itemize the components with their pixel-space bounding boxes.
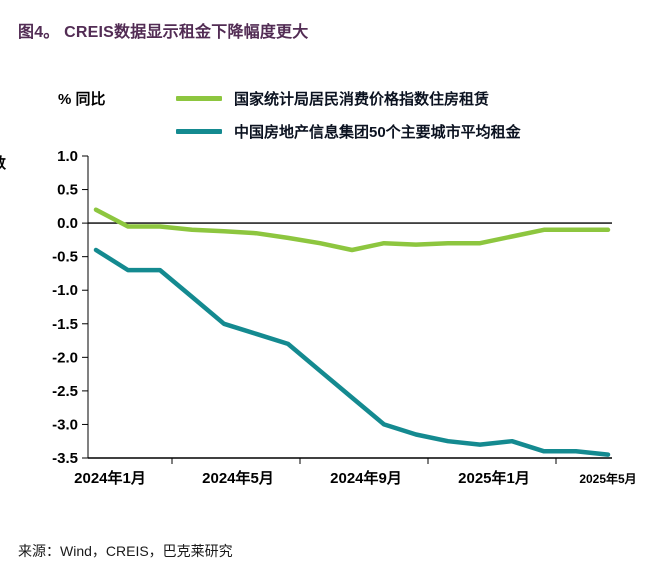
svg-text:1.0: 1.0 xyxy=(57,148,78,165)
legend-item-creis: 中国房地产信息集团50个主要城市平均租金 xyxy=(176,121,521,142)
figure-title: 图4。 CREIS数据显示租金下降幅度更大 xyxy=(18,24,309,41)
y-axis-label: % 同比 xyxy=(58,91,106,108)
svg-text:2024年5月: 2024年5月 xyxy=(202,469,274,487)
svg-text:0.5: 0.5 xyxy=(57,182,78,199)
legend-label: 中国房地产信息集团50个主要城市平均租金 xyxy=(234,124,521,141)
legend-swatch xyxy=(176,96,222,101)
svg-text:-3.0: -3.0 xyxy=(52,416,78,433)
legend-swatch xyxy=(176,129,222,134)
svg-text:-1.0: -1.0 xyxy=(52,282,78,299)
clipped-edge-text: 数 xyxy=(0,152,6,173)
svg-text:2024年1月: 2024年1月 xyxy=(74,469,146,487)
svg-text:-2.0: -2.0 xyxy=(52,349,78,366)
svg-text:2025年5月: 2025年5月 xyxy=(579,471,636,486)
chart-svg: 1.0 0.5 0.0 -0.5 -1.0 -1.5 -2.0 -2.5 -3.0 -3.5 202… xyxy=(52,148,637,487)
svg-text:0.0: 0.0 xyxy=(57,215,78,232)
svg-text:-3.5: -3.5 xyxy=(52,450,78,467)
legend-item-cpi: 国家统计局居民消费价格指数住房租赁 xyxy=(176,88,489,109)
svg-text:-0.5: -0.5 xyxy=(52,249,78,266)
legend-label: 国家统计局居民消费价格指数住房租赁 xyxy=(234,91,490,108)
source-note: 来源：Wind，CREIS，巴克莱研究 xyxy=(18,543,233,559)
svg-text:-2.5: -2.5 xyxy=(52,383,78,400)
svg-text:2025年1月: 2025年1月 xyxy=(458,469,530,487)
svg-text:-1.5: -1.5 xyxy=(52,316,78,333)
svg-text:2024年9月: 2024年9月 xyxy=(330,469,402,487)
